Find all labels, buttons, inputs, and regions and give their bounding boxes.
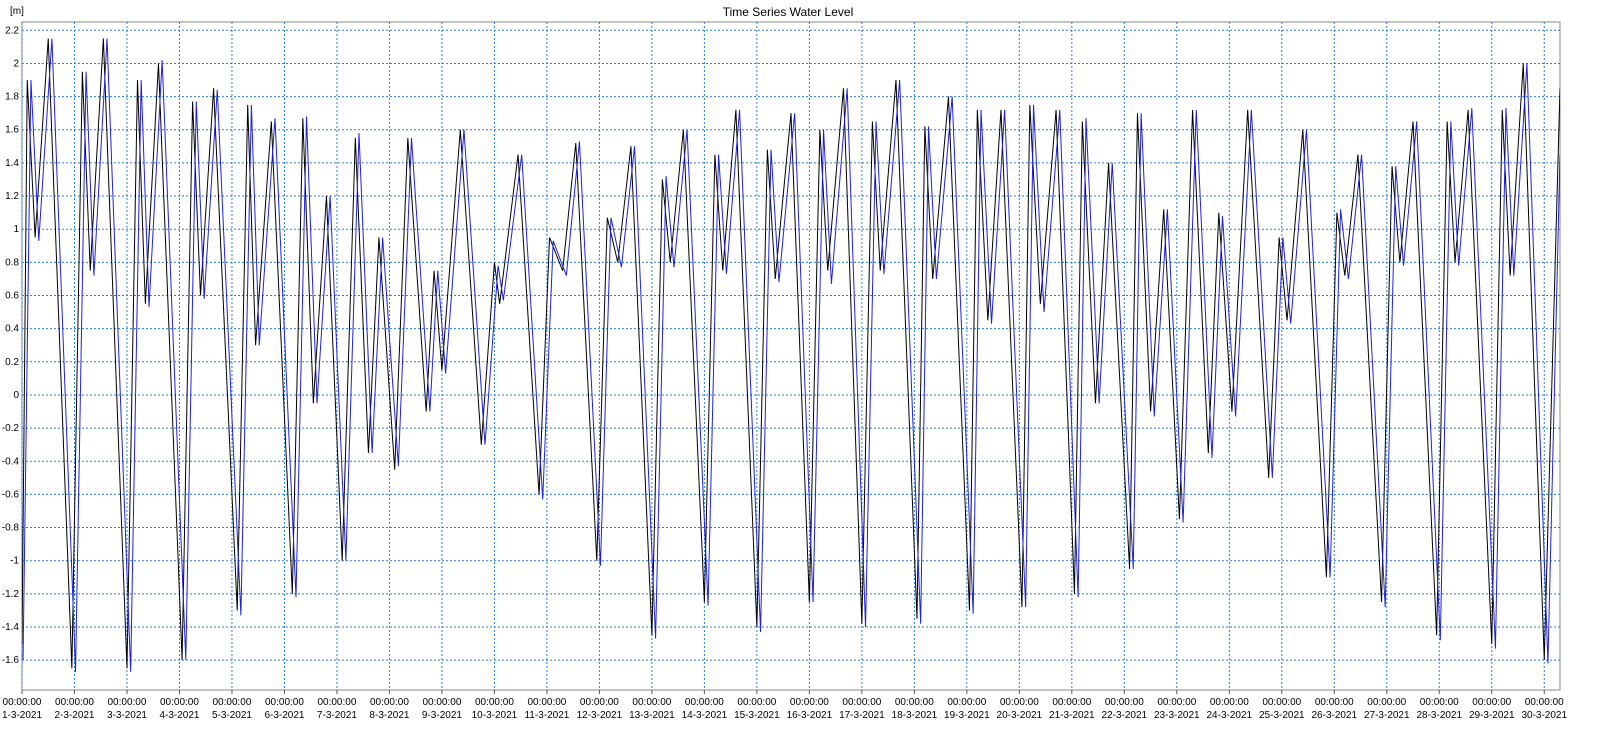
x-tick-label: 00:00:00 18-3-2021 <box>892 697 938 721</box>
y-tick-label: 0 <box>13 390 19 401</box>
y-tick-label: 1.4 <box>5 158 19 169</box>
y-tick-label: -0.4 <box>2 456 20 467</box>
y-tick-label: -1 <box>10 556 19 567</box>
x-tick-label: 00:00:00 5-3-2021 <box>212 697 252 721</box>
x-tick-label: 00:00:00 10-3-2021 <box>472 697 518 721</box>
x-tick-label: 00:00:00 30-3-2021 <box>1521 697 1567 721</box>
x-tick-label: 00:00:00 17-3-2021 <box>839 697 885 721</box>
x-tick-label: 00:00:00 14-3-2021 <box>682 697 728 721</box>
y-tick-label: 0.2 <box>5 357 19 368</box>
y-tick-label: 2.2 <box>5 25 19 36</box>
y-tick-label: -0.2 <box>2 423 20 434</box>
x-tick-label: 00:00:00 21-3-2021 <box>1049 697 1095 721</box>
x-tick-label: 00:00:00 23-3-2021 <box>1154 697 1200 721</box>
y-tick-label: 1.2 <box>5 191 19 202</box>
x-tick-label: 00:00:00 29-3-2021 <box>1469 697 1515 721</box>
x-tick-label: 00:00:00 6-3-2021 <box>264 697 304 721</box>
x-tick-label: 00:00:00 15-3-2021 <box>734 697 780 721</box>
x-tick-label: 00:00:00 16-3-2021 <box>787 697 833 721</box>
x-tick-label: 00:00:00 8-3-2021 <box>369 697 409 721</box>
y-tick-label: 0.4 <box>5 324 19 335</box>
x-tick-label: 00:00:00 28-3-2021 <box>1416 697 1462 721</box>
x-tick-label: 00:00:00 25-3-2021 <box>1259 697 1305 721</box>
x-tick-label: 00:00:00 1-3-2021 <box>2 697 42 721</box>
series-line <box>22 38 1560 672</box>
y-axis-label: [m] <box>10 6 24 17</box>
x-tick-label: 00:00:00 12-3-2021 <box>577 697 623 721</box>
x-tick-label: 00:00:00 13-3-2021 <box>629 697 675 721</box>
y-tick-label: 1.6 <box>5 125 19 136</box>
x-tick-label: 00:00:00 9-3-2021 <box>422 697 462 721</box>
x-tick-label: 00:00:00 4-3-2021 <box>159 697 199 721</box>
x-tick-label: 00:00:00 22-3-2021 <box>1102 697 1148 721</box>
y-tick-label: 0.6 <box>5 290 19 301</box>
x-tick-label: 00:00:00 3-3-2021 <box>107 697 147 721</box>
x-tick-label: 00:00:00 20-3-2021 <box>997 697 1043 721</box>
plot-lines <box>22 38 1560 672</box>
y-tick-label: 1 <box>13 224 19 235</box>
y-tick-label: 1.8 <box>5 92 19 103</box>
x-tick-label: 00:00:00 7-3-2021 <box>317 697 357 721</box>
y-tick-label: -1.4 <box>2 622 20 633</box>
x-tick-label: 00:00:00 11-3-2021 <box>524 697 569 721</box>
x-tick-label: 00:00:00 26-3-2021 <box>1311 697 1357 721</box>
series-line <box>22 38 1560 669</box>
y-tick-label: -1.6 <box>2 655 20 666</box>
x-tick-label: 00:00:00 19-3-2021 <box>944 697 990 721</box>
y-tick-label: 2 <box>13 58 19 69</box>
x-tick-label: 00:00:00 2-3-2021 <box>54 697 94 721</box>
y-tick-label: -0.8 <box>2 523 20 534</box>
x-tick-label: 00:00:00 27-3-2021 <box>1364 697 1410 721</box>
y-tick-label: 0.8 <box>5 257 19 268</box>
y-tick-label: -0.6 <box>2 489 20 500</box>
y-tick-label: -1.2 <box>2 589 20 600</box>
chart-title: Time Series Water Level <box>723 5 853 19</box>
x-tick-label: 00:00:00 24-3-2021 <box>1207 697 1253 721</box>
